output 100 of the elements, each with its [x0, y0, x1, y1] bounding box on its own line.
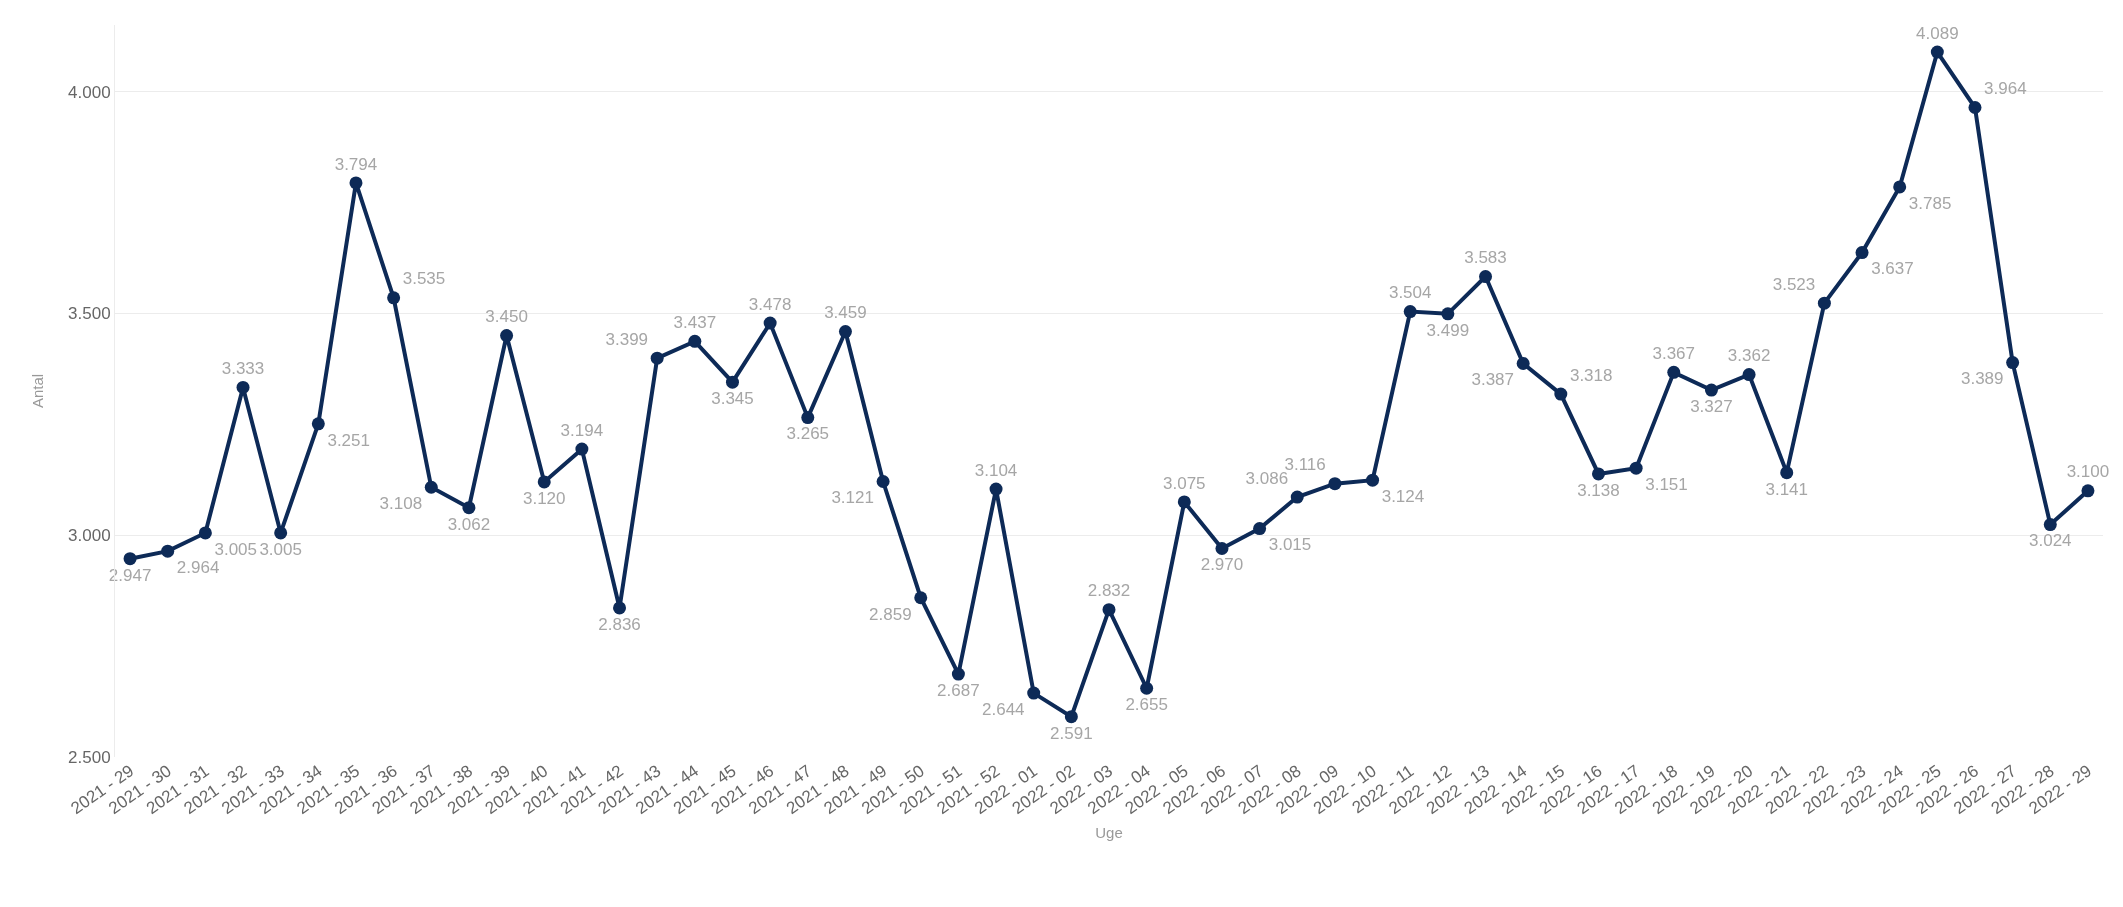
point	[801, 411, 815, 425]
point	[462, 501, 476, 515]
data-label: 3.583	[1464, 248, 1507, 268]
point	[1290, 490, 1304, 504]
data-label: 3.138	[1577, 480, 1620, 500]
point	[1893, 180, 1907, 194]
data-label: 2.836	[598, 614, 641, 634]
data-label: 3.121	[831, 488, 874, 508]
data-label: 3.318	[1569, 365, 1613, 385]
data-label: 3.075	[1163, 473, 1206, 493]
point	[1667, 365, 1681, 379]
point	[2081, 484, 2095, 498]
y-axis-title: Antal	[29, 373, 47, 409]
data-label: 2.655	[1125, 695, 1168, 715]
data-label: 2.644	[982, 699, 1025, 719]
point	[1855, 246, 1869, 260]
y-tick-label: 3.500	[68, 304, 111, 324]
point	[2006, 356, 2020, 370]
point	[1328, 477, 1342, 491]
point	[1780, 466, 1794, 480]
y-tick-label: 4.000	[68, 82, 111, 102]
point	[311, 417, 325, 431]
point	[537, 475, 551, 489]
point	[1742, 368, 1756, 382]
data-label: 3.504	[1388, 283, 1432, 303]
point	[650, 351, 664, 365]
data-label: 3.005	[259, 539, 302, 559]
y-tick-label: 2.500	[68, 747, 111, 767]
data-label: 3.362	[1727, 346, 1771, 366]
point	[613, 601, 627, 615]
point	[688, 334, 702, 348]
x-axis-title: Uge	[1095, 823, 1123, 841]
data-label: 3.499	[1426, 320, 1470, 340]
data-label: 2.947	[108, 565, 152, 585]
point	[1516, 356, 1530, 370]
point	[763, 316, 777, 330]
point	[387, 291, 401, 305]
point	[876, 475, 890, 488]
data-label: 3.124	[1381, 487, 1425, 507]
data-label: 3.251	[327, 430, 370, 450]
data-label: 2.832	[1087, 581, 1131, 601]
data-label: 3.005	[214, 539, 258, 559]
point	[1629, 461, 1643, 475]
data-label: 3.437	[673, 312, 717, 332]
data-label: 3.194	[560, 420, 604, 440]
point	[914, 591, 928, 605]
data-label: 3.459	[824, 303, 867, 323]
point	[1817, 296, 1831, 310]
data-label: 2.859	[869, 604, 912, 624]
data-label: 3.062	[447, 514, 491, 534]
point	[1366, 473, 1380, 487]
data-label: 3.450	[485, 307, 528, 327]
data-label: 2.687	[937, 680, 980, 700]
data-label: 3.964	[1984, 79, 2027, 99]
point	[1479, 270, 1493, 284]
data-label: 3.345	[711, 389, 754, 409]
point	[989, 482, 1003, 496]
data-label: 3.151	[1645, 475, 1688, 495]
point	[1968, 101, 1982, 115]
data-label: 3.637	[1871, 259, 1914, 279]
point	[1140, 681, 1154, 695]
point	[500, 329, 514, 343]
data-label: 4.089	[1916, 23, 1959, 43]
point	[274, 526, 288, 540]
point	[838, 325, 852, 339]
point	[1102, 603, 1116, 617]
data-label: 3.399	[605, 329, 649, 349]
point	[2043, 518, 2057, 532]
data-label: 3.333	[221, 359, 265, 379]
data-label: 3.794	[334, 154, 378, 174]
data-label: 2.970	[1200, 555, 1244, 575]
data-label: 3.015	[1268, 535, 1312, 555]
data-label: 3.024	[2029, 531, 2072, 551]
point	[161, 544, 175, 558]
data-label: 3.100	[2066, 462, 2110, 482]
point	[1177, 495, 1191, 509]
data-label: 2.964	[176, 558, 220, 578]
point	[1591, 467, 1605, 481]
data-label: 3.367	[1652, 343, 1696, 363]
data-label: 3.104	[974, 460, 1018, 480]
point	[424, 480, 438, 494]
point	[951, 667, 965, 681]
data-label: 3.523	[1772, 274, 1816, 294]
data-label: 3.327	[1690, 396, 1733, 416]
point	[1064, 710, 1078, 724]
y-tick-label: 3.000	[68, 526, 111, 546]
data-label: 3.535	[402, 269, 446, 289]
data-label: 2.591	[1050, 723, 1093, 743]
point	[1930, 45, 1944, 59]
data-label: 3.265	[786, 424, 830, 444]
point	[1403, 305, 1417, 319]
data-label: 3.478	[748, 294, 792, 314]
point	[198, 526, 212, 540]
point	[349, 176, 363, 190]
point	[575, 442, 589, 456]
point	[1215, 541, 1229, 555]
point	[123, 552, 137, 566]
point	[1027, 686, 1041, 700]
point	[1441, 307, 1455, 321]
point	[1704, 383, 1718, 397]
